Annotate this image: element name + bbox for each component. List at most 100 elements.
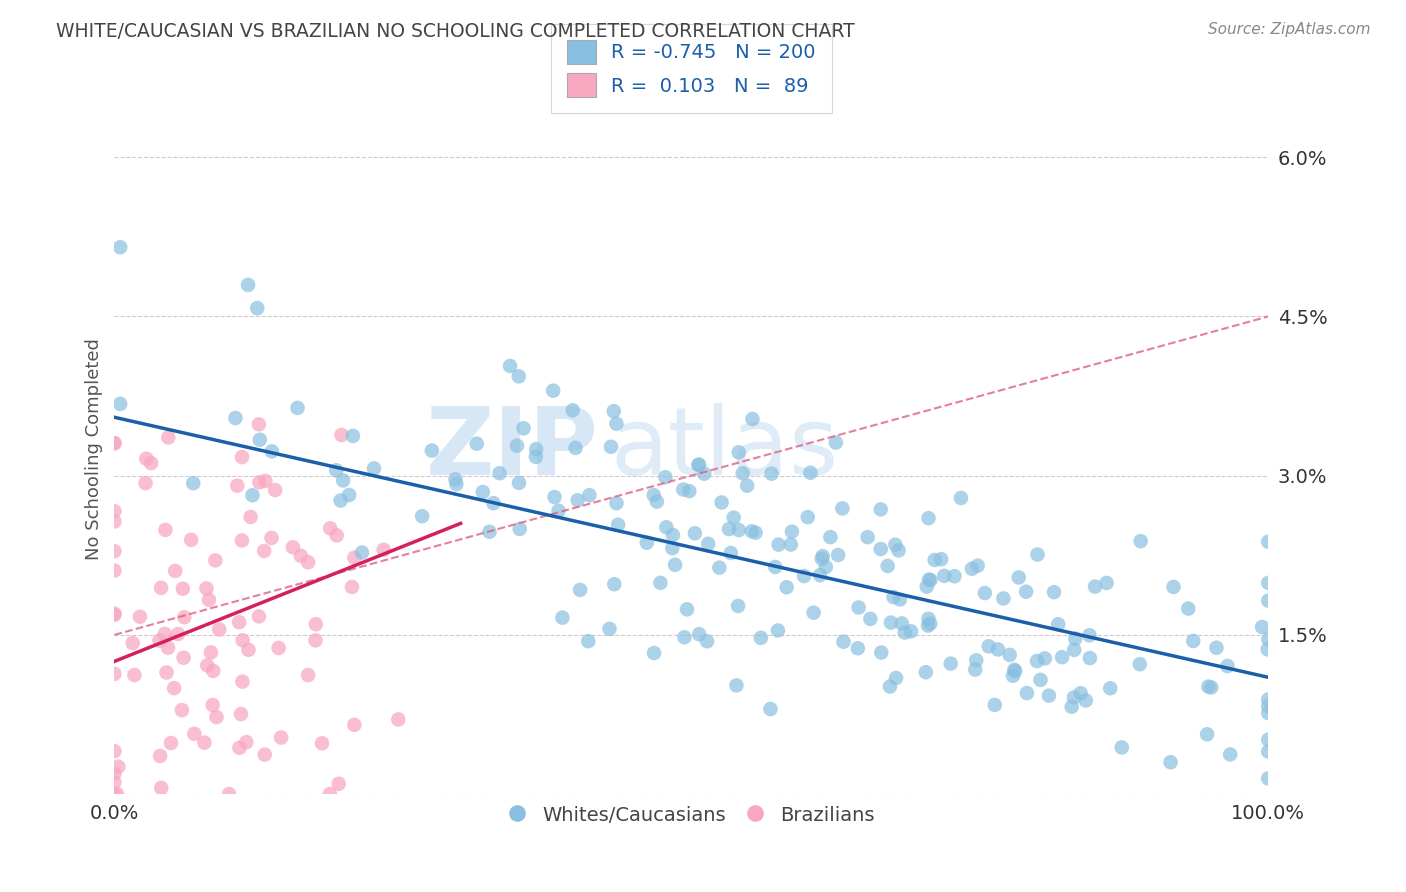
Point — [683, 526, 706, 541]
Point — [103, 436, 125, 450]
Point — [160, 736, 183, 750]
Point — [761, 467, 783, 481]
Point — [915, 580, 938, 594]
Point — [727, 523, 749, 537]
Point — [673, 630, 696, 644]
Point — [893, 625, 915, 640]
Point — [1064, 632, 1087, 646]
Point — [869, 502, 891, 516]
Point — [1251, 620, 1274, 634]
Point — [1070, 686, 1092, 700]
Point — [1099, 681, 1122, 696]
Point — [763, 560, 786, 574]
Point — [890, 616, 912, 631]
Point — [444, 472, 467, 486]
Point — [1043, 585, 1066, 599]
Point — [150, 780, 173, 795]
Point — [1257, 692, 1279, 706]
Point — [917, 612, 939, 626]
Point — [239, 510, 262, 524]
Point — [543, 490, 565, 504]
Point — [643, 488, 665, 502]
Point — [172, 582, 194, 596]
Point — [205, 710, 228, 724]
Point — [124, 668, 146, 682]
Point — [373, 542, 395, 557]
Point — [567, 493, 589, 508]
Point — [1182, 634, 1205, 648]
Point — [547, 504, 569, 518]
Point — [343, 718, 366, 732]
Point — [725, 678, 748, 692]
Point — [224, 411, 246, 425]
Point — [446, 477, 468, 491]
Point — [803, 606, 825, 620]
Point — [688, 458, 710, 472]
Point — [1177, 601, 1199, 615]
Point — [984, 698, 1007, 712]
Point — [1219, 747, 1241, 762]
Point — [1074, 693, 1097, 707]
Point — [808, 568, 831, 582]
Point — [799, 466, 821, 480]
Point — [811, 549, 834, 563]
Point — [478, 524, 501, 539]
Point — [880, 615, 903, 630]
Point — [231, 450, 253, 464]
Point — [1257, 642, 1279, 657]
Point — [420, 443, 443, 458]
Point — [735, 478, 758, 492]
Point — [173, 650, 195, 665]
Point — [290, 549, 312, 563]
Point — [135, 476, 157, 491]
Point — [920, 573, 942, 587]
Point — [876, 558, 898, 573]
Point — [103, 504, 125, 518]
Point — [768, 538, 790, 552]
Point — [524, 450, 547, 464]
Point — [242, 488, 264, 502]
Point — [645, 494, 668, 508]
Text: ZIP: ZIP — [426, 403, 599, 495]
Point — [710, 495, 733, 509]
Point — [183, 727, 205, 741]
Point — [914, 665, 936, 680]
Point — [103, 515, 125, 529]
Point — [749, 631, 772, 645]
Point — [103, 775, 125, 789]
Point — [103, 564, 125, 578]
Point — [825, 435, 848, 450]
Point — [831, 501, 853, 516]
Point — [917, 618, 939, 632]
Point — [827, 548, 849, 562]
Point — [253, 747, 276, 762]
Point — [204, 553, 226, 567]
Point — [693, 467, 716, 481]
Point — [247, 609, 270, 624]
Point — [1078, 651, 1101, 665]
Point — [103, 607, 125, 621]
Point — [744, 525, 766, 540]
Point — [260, 444, 283, 458]
Point — [1008, 570, 1031, 584]
Point — [856, 530, 879, 544]
Point — [1257, 575, 1279, 590]
Point — [121, 636, 143, 650]
Point — [202, 664, 225, 678]
Point — [148, 633, 170, 648]
Point — [305, 617, 328, 632]
Point — [576, 634, 599, 648]
Point — [506, 439, 529, 453]
Point — [1029, 673, 1052, 687]
Point — [1163, 580, 1185, 594]
Point — [603, 404, 626, 418]
Point — [411, 509, 433, 524]
Point — [231, 533, 253, 548]
Point — [135, 451, 157, 466]
Point — [247, 417, 270, 432]
Point — [551, 610, 574, 624]
Point — [731, 467, 754, 481]
Point — [103, 666, 125, 681]
Text: atlas: atlas — [610, 403, 839, 495]
Point — [181, 476, 204, 491]
